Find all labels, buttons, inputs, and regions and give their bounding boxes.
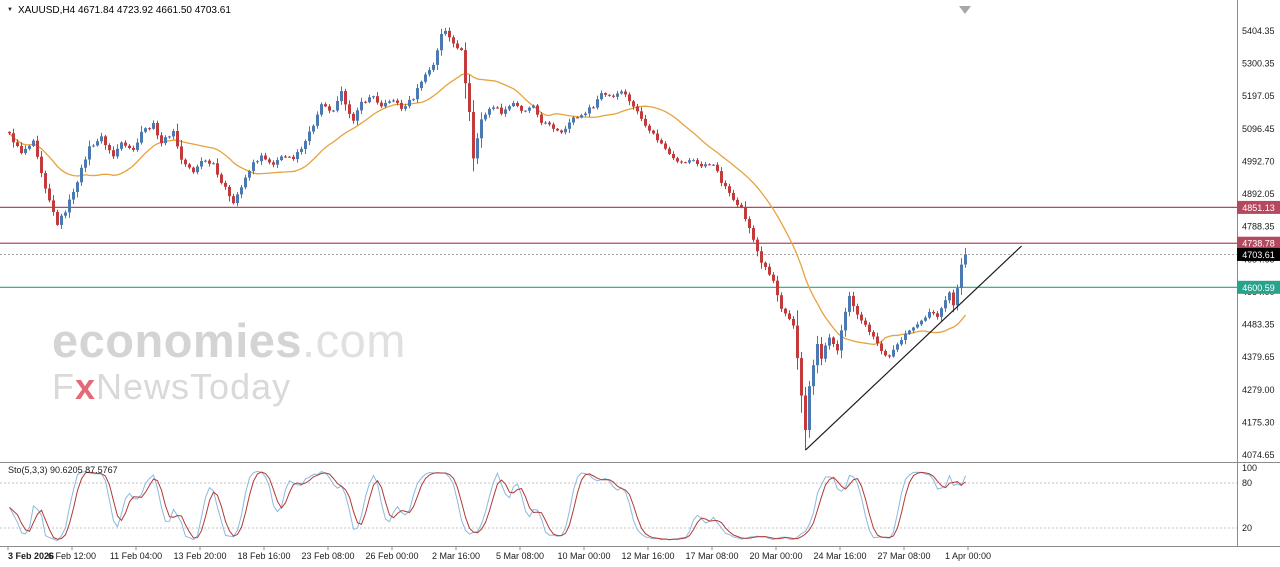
time-tick-label: 20 Mar 00:00 xyxy=(749,551,802,561)
price-level-badge xyxy=(1237,200,1280,214)
candle-wicks xyxy=(9,27,966,451)
price-tick-label: 4175.30 xyxy=(1242,417,1275,427)
price-tick-label: 4992.70 xyxy=(1242,156,1275,166)
stochastic-tick-label: 80 xyxy=(1242,478,1252,488)
price-tick-label: 4074.65 xyxy=(1242,450,1275,460)
watermark-subbrand: FxNewsToday xyxy=(52,368,406,406)
symbol-ohlc-label: ▼ XAUUSD,H4 4671.84 4723.92 4661.50 4703.… xyxy=(7,5,231,16)
indicator-value-signal: 87.5767 xyxy=(85,465,118,475)
symbol-ohlc-text: XAUUSD,H4 4671.84 4723.92 4661.50 4703.6… xyxy=(17,5,231,16)
price-tick-label: 4483.35 xyxy=(1242,320,1275,330)
stochastic-signal-line xyxy=(9,471,966,541)
candlestick-series xyxy=(8,30,967,430)
watermark-x-accent: x xyxy=(75,366,97,408)
price-tick-label: 4788.35 xyxy=(1242,222,1275,232)
watermark-sub-rest: NewsToday xyxy=(96,366,292,408)
moving-average-line[interactable] xyxy=(9,73,967,346)
chevron-down-icon[interactable]: ▼ xyxy=(7,7,13,13)
time-tick-label: 27 Mar 08:00 xyxy=(877,551,930,561)
price-level-badge-text: 4738.78 xyxy=(1242,239,1275,249)
time-tick-label: 1 Apr 00:00 xyxy=(945,551,991,561)
indicator-name: Sto(5,3,3) xyxy=(8,465,48,475)
time-tick-label: 18 Feb 16:00 xyxy=(237,551,290,561)
watermark-sub-prefix: F xyxy=(52,366,75,408)
price-level-badge xyxy=(1237,236,1280,250)
price-tick-label: 4892.05 xyxy=(1242,189,1275,199)
price-tick-label: 4279.00 xyxy=(1242,385,1275,395)
watermark-brand-domain: .com xyxy=(302,314,406,367)
price-level-badge xyxy=(1237,280,1280,294)
price-tick-label: 5300.35 xyxy=(1242,59,1275,69)
time-tick-label: 6 Feb 12:00 xyxy=(48,551,96,561)
time-tick-label: 3 Feb 2026 xyxy=(8,551,54,561)
time-tick-label: 11 Feb 04:00 xyxy=(110,551,162,561)
price-tick-label: 5096.45 xyxy=(1242,124,1275,134)
time-tick-label: 17 Mar 08:00 xyxy=(685,551,738,561)
price-tick-label: 5197.05 xyxy=(1242,91,1275,101)
price-tick-label: 5404.35 xyxy=(1242,26,1275,36)
time-tick-label: 12 Mar 16:00 xyxy=(621,551,674,561)
watermark: economies.com FxNewsToday xyxy=(52,316,406,406)
price-level-badge-text: 4600.59 xyxy=(1242,283,1275,293)
stochastic-main-line xyxy=(9,470,966,542)
price-tick-label: 4379.65 xyxy=(1242,352,1275,362)
time-tick-label: 23 Feb 08:00 xyxy=(301,551,354,561)
time-tick-label: 5 Mar 08:00 xyxy=(496,551,544,561)
time-tick-label: 24 Mar 16:00 xyxy=(813,551,866,561)
chart-shift-icon[interactable] xyxy=(959,6,971,14)
price-level-badge xyxy=(1237,247,1280,261)
price-level-badge-text: 4703.61 xyxy=(1242,250,1275,260)
time-tick-label: 13 Feb 20:00 xyxy=(173,551,226,561)
indicator-value-main: 90.6205 xyxy=(50,465,83,475)
time-tick-label: 10 Mar 00:00 xyxy=(557,551,610,561)
watermark-brand: economies.com xyxy=(52,316,406,365)
time-tick-label: 2 Mar 16:00 xyxy=(432,551,480,561)
stochastic-tick-label: 20 xyxy=(1242,523,1252,533)
price-level-badge-text: 4851.13 xyxy=(1242,203,1275,213)
trendline[interactable] xyxy=(805,245,1022,451)
time-tick-label: 26 Feb 00:00 xyxy=(365,551,418,561)
watermark-brand-text: economies xyxy=(52,314,303,367)
stochastic-tick-label: 100 xyxy=(1242,463,1257,473)
indicator-label: Sto(5,3,3) 90.6205 87.5767 xyxy=(8,465,118,475)
